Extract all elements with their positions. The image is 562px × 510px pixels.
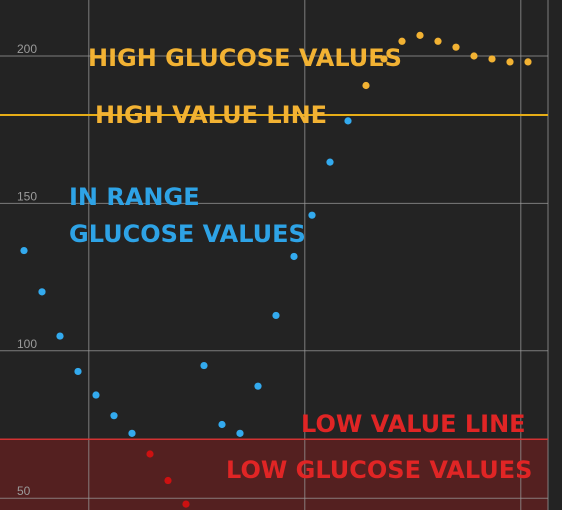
data-point-1 xyxy=(38,288,46,296)
data-point-25 xyxy=(470,52,478,60)
data-point-15 xyxy=(290,252,298,261)
data-point-0 xyxy=(20,246,28,255)
grid-lines xyxy=(0,0,548,510)
annotation-in-range-2: GLUCOSE VALUES xyxy=(69,220,306,248)
data-point-19 xyxy=(362,81,370,90)
annotation-high-line: HIGH VALUE LINE xyxy=(95,101,327,129)
data-point-14 xyxy=(272,311,280,320)
data-point-26 xyxy=(488,55,496,63)
annotation-low-line: LOW VALUE LINE xyxy=(301,410,526,438)
data-point-24 xyxy=(452,43,460,51)
data-point-20 xyxy=(380,55,388,63)
data-point-5 xyxy=(110,412,118,420)
data-point-22 xyxy=(416,31,424,39)
y-tick-label-50: 50 xyxy=(17,484,31,498)
data-point-2 xyxy=(56,332,64,340)
data-point-16 xyxy=(308,211,316,219)
data-point-11 xyxy=(218,420,226,429)
data-point-12 xyxy=(236,429,244,437)
data-point-21 xyxy=(398,37,406,45)
annotation-in-range-1: IN RANGE xyxy=(69,183,200,211)
data-point-23 xyxy=(434,37,442,45)
annotation-high-values: HIGH GLUCOSE VALUES xyxy=(88,44,402,72)
data-point-13 xyxy=(254,382,262,390)
data-point-8 xyxy=(164,476,172,485)
data-point-3 xyxy=(74,367,82,376)
data-point-4 xyxy=(92,391,100,399)
data-point-9 xyxy=(182,500,190,508)
data-point-6 xyxy=(128,429,136,437)
data-point-17 xyxy=(326,158,334,166)
data-point-7 xyxy=(146,450,154,458)
y-tick-label-150: 150 xyxy=(17,189,37,203)
glucose-points xyxy=(20,31,532,508)
data-point-28 xyxy=(524,58,532,66)
data-point-27 xyxy=(506,58,514,66)
y-tick-label-200: 200 xyxy=(17,42,37,56)
data-point-10 xyxy=(200,361,208,370)
y-axis-tick-labels: 50 100 150 200 xyxy=(17,42,37,498)
annotation-low-values: LOW GLUCOSE VALUES xyxy=(226,456,532,484)
y-tick-label-100: 100 xyxy=(17,337,37,351)
data-point-18 xyxy=(344,117,352,125)
